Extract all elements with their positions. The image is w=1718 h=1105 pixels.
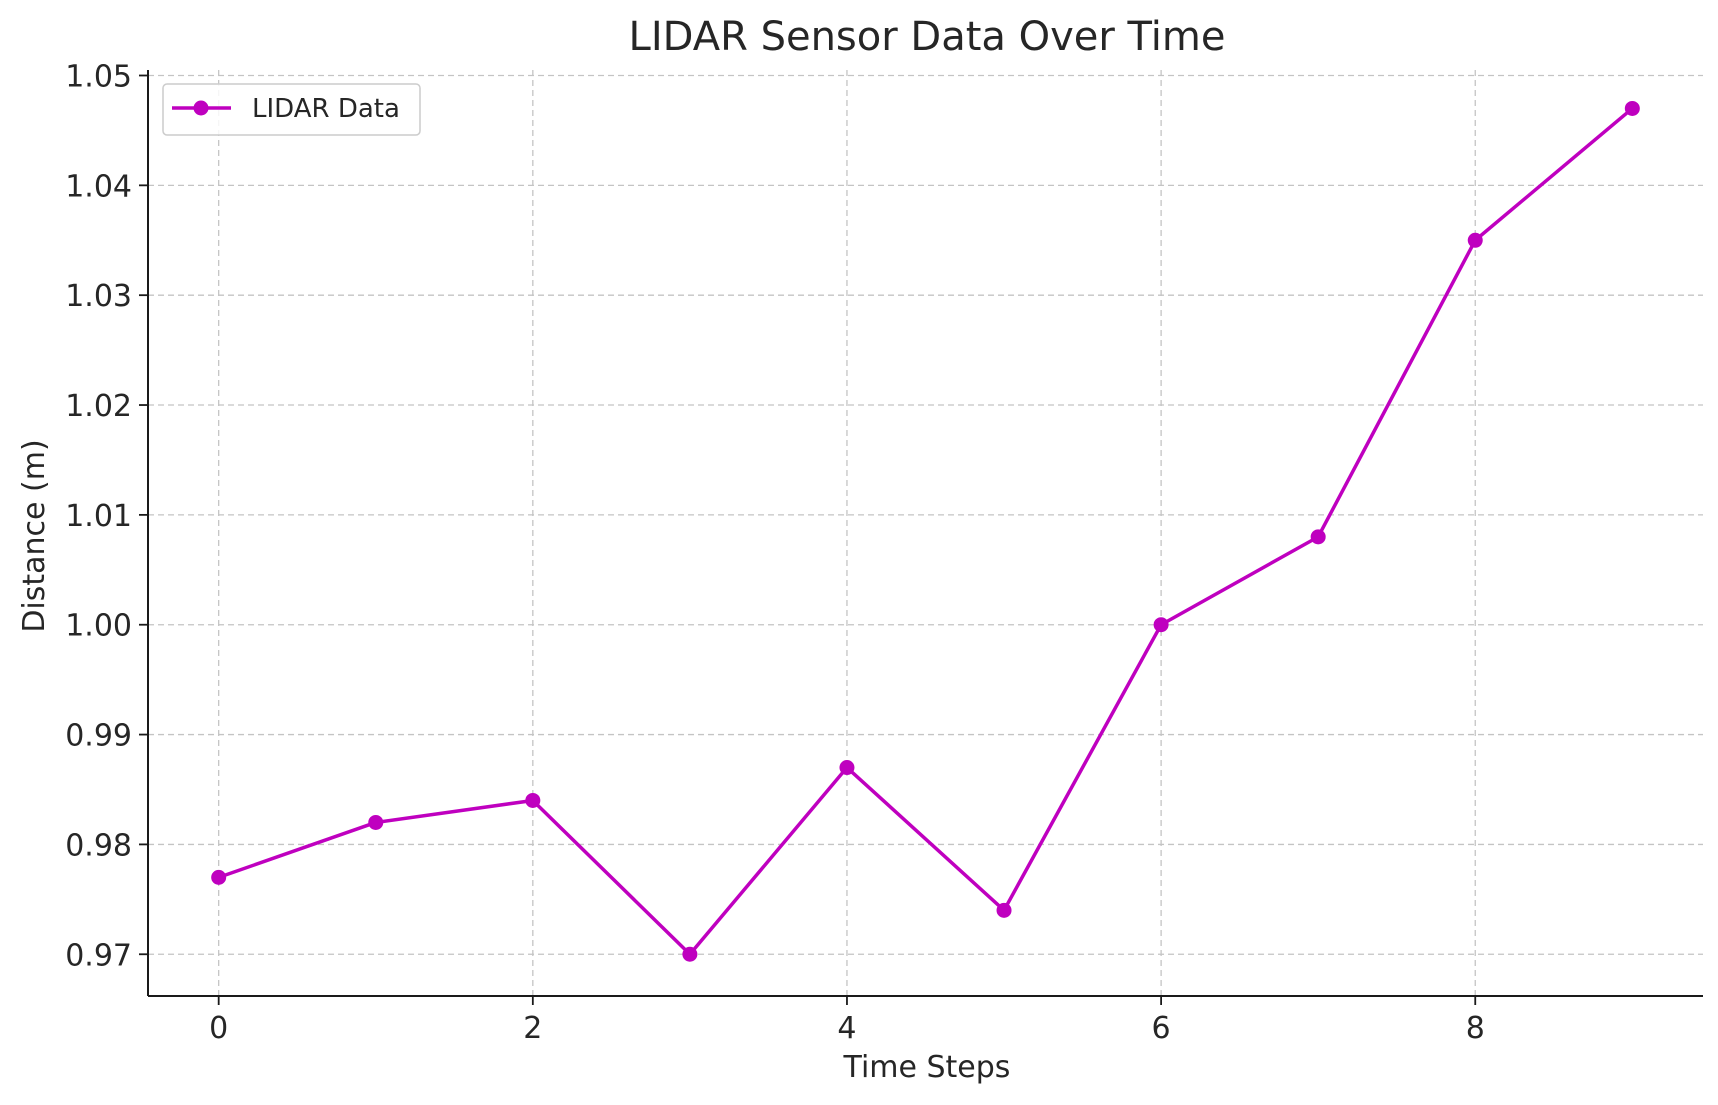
y-tick-label: 0.98 <box>65 828 132 863</box>
series-layer <box>211 100 1640 962</box>
x-tick-label: 2 <box>523 1011 542 1046</box>
data-point <box>682 946 698 962</box>
legend-entry-label: LIDAR Data <box>252 94 400 124</box>
y-tick-label: 1.01 <box>65 499 132 534</box>
x-tick-label: 4 <box>837 1011 856 1046</box>
x-tick-label: 6 <box>1152 1011 1171 1046</box>
data-point <box>839 760 855 776</box>
grid-lines <box>148 70 1703 996</box>
y-ticks: 0.97 0.98 0.99 1.00 1.01 1.02 1.03 1.04 1.05 <box>65 59 148 973</box>
data-point <box>1153 617 1169 633</box>
y-tick-label: 1.03 <box>65 279 132 314</box>
x-ticks: 0 2 4 6 8 <box>209 996 1485 1046</box>
legend-box <box>162 83 421 136</box>
series-line <box>218 107 1634 957</box>
data-point <box>525 792 541 808</box>
x-tick-label: 0 <box>209 1011 228 1046</box>
axes <box>147 70 1703 997</box>
legend: LIDAR Data <box>162 83 421 136</box>
y-tick-label: 1.02 <box>65 389 132 424</box>
y-tick-label: 1.00 <box>65 609 132 644</box>
y-tick-label: 1.04 <box>65 169 132 204</box>
data-point <box>1624 100 1640 116</box>
data-point <box>1310 529 1326 545</box>
y-tick-label: 1.05 <box>65 59 132 94</box>
data-point <box>996 902 1012 918</box>
data-point <box>1467 232 1483 248</box>
legend-marker <box>193 100 209 116</box>
data-point <box>368 814 384 830</box>
y-tick-label: 0.99 <box>65 719 132 754</box>
x-tick-label: 8 <box>1466 1011 1485 1046</box>
x-axis-label: Time Steps <box>843 1050 1011 1085</box>
y-axis-label: Distance (m) <box>17 439 52 632</box>
data-point <box>211 869 227 885</box>
chart-title: LIDAR Sensor Data Over Time <box>629 14 1226 60</box>
y-tick-label: 0.97 <box>65 938 132 973</box>
